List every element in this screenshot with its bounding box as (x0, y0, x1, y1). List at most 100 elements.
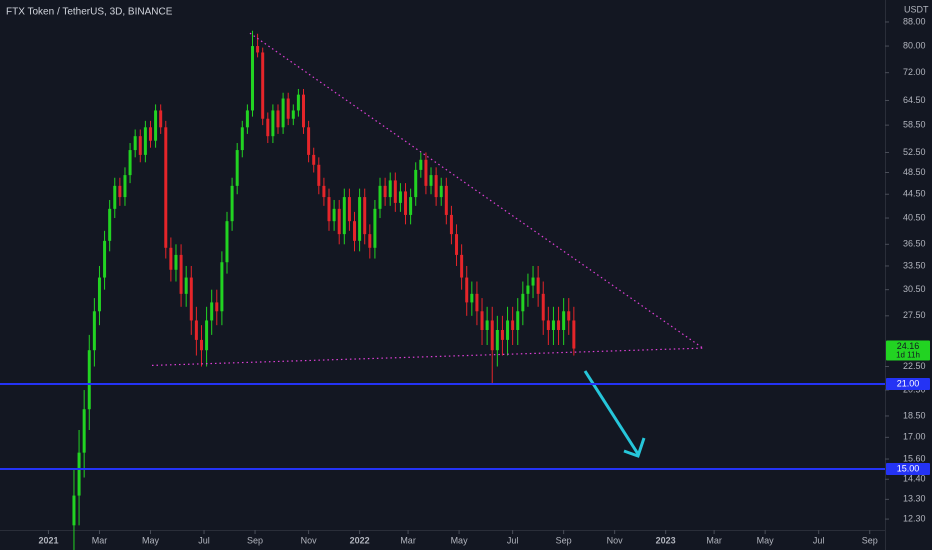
candle-body (164, 127, 168, 248)
x-tick-label: Jul (198, 535, 210, 545)
candle-body (179, 254, 183, 294)
candle-body (506, 320, 510, 340)
y-tick-label: 64.50 (903, 95, 926, 105)
x-tick-label: Mar (92, 535, 108, 545)
candle-body (92, 311, 96, 351)
trendline (151, 347, 703, 367)
candle-body (225, 221, 229, 263)
candle-body (516, 311, 520, 330)
candle-body (72, 495, 76, 526)
candle-body (572, 320, 576, 349)
level-label-box (886, 377, 930, 390)
candle-body (419, 159, 423, 170)
level-label: 21.00 (897, 378, 920, 388)
candle-body (373, 208, 377, 248)
candle-body (449, 214, 453, 235)
candle-body (291, 110, 295, 119)
candle-body (307, 127, 311, 155)
y-tick-label: 58.50 (903, 120, 926, 130)
candle-body (220, 262, 224, 312)
x-tick-label: Nov (607, 535, 624, 545)
candle-body (97, 277, 101, 312)
candle-body (271, 110, 275, 137)
candle-body (174, 254, 178, 270)
candle-body (261, 52, 265, 119)
candle-body (302, 94, 306, 128)
y-tick-label: 72.00 (903, 67, 926, 77)
x-tick-label: Jul (813, 535, 825, 545)
candle-body (475, 293, 479, 312)
candle-body (240, 127, 244, 151)
candle-body (434, 175, 438, 198)
candle-body (531, 277, 535, 286)
candle-body (296, 94, 300, 111)
candle-body (205, 320, 209, 351)
x-tick-label: May (757, 535, 775, 545)
candle-body (368, 234, 372, 248)
candle-body (541, 293, 545, 321)
candle-body (133, 136, 137, 151)
candle-body (480, 311, 484, 330)
candle-body (562, 311, 566, 330)
candle-body (143, 127, 147, 155)
candle-body (103, 240, 107, 278)
x-tick-label: Sep (247, 535, 263, 545)
y-unit: USDT (904, 4, 929, 14)
candle-body (358, 197, 362, 241)
candle-body (490, 320, 494, 351)
candle-body (388, 180, 392, 198)
trendline (249, 32, 704, 349)
y-tick-label: 22.50 (903, 361, 926, 371)
candle-body (317, 164, 321, 186)
candle-body (404, 191, 408, 215)
candle-body (123, 175, 127, 198)
candle-body (82, 409, 86, 453)
x-tick-label: 2021 (38, 535, 58, 545)
candle-body (276, 110, 280, 128)
x-tick-label: Jul (507, 535, 519, 545)
candle-body (245, 110, 249, 128)
x-tick-label: Mar (400, 535, 416, 545)
candle-body (337, 208, 341, 235)
y-tick-label: 88.00 (903, 16, 926, 26)
level-label-box (886, 462, 930, 475)
candle-body (409, 197, 413, 215)
candle-body (444, 185, 448, 215)
candle-body (128, 150, 132, 176)
candle-body (460, 254, 464, 278)
candle-body (266, 118, 270, 137)
y-tick-label: 44.50 (903, 189, 926, 199)
candle-body (235, 150, 239, 186)
candle-body (455, 234, 459, 255)
candle-body (439, 185, 443, 198)
candle-body (148, 127, 152, 141)
candle-body (353, 221, 357, 241)
y-tick-label: 14.40 (903, 474, 926, 484)
candle-body (342, 197, 346, 235)
candle-body (327, 197, 331, 222)
candle-body (87, 350, 91, 410)
candle-body (118, 185, 122, 198)
x-tick-label: 2023 (656, 535, 676, 545)
candle-body (465, 277, 469, 303)
y-tick-label: 18.50 (903, 410, 926, 420)
candle-body (332, 208, 336, 222)
candle-body (363, 197, 367, 235)
candle-body (312, 154, 316, 165)
candle-body (154, 110, 158, 141)
candle-body (521, 293, 525, 312)
candle-body (286, 98, 290, 119)
countdown-label: 1d 11h (896, 351, 920, 360)
candle-body (378, 185, 382, 209)
y-tick-label: 15.60 (903, 453, 926, 463)
candle-body (322, 185, 326, 198)
x-tick-label: Mar (706, 535, 722, 545)
y-tick-label: 48.50 (903, 167, 926, 177)
candle-body (210, 302, 214, 321)
candle-body (230, 185, 234, 222)
candle-body (551, 320, 555, 330)
y-tick-label: 12.30 (903, 513, 926, 523)
candle-body (511, 320, 515, 330)
candle-body (567, 311, 571, 321)
